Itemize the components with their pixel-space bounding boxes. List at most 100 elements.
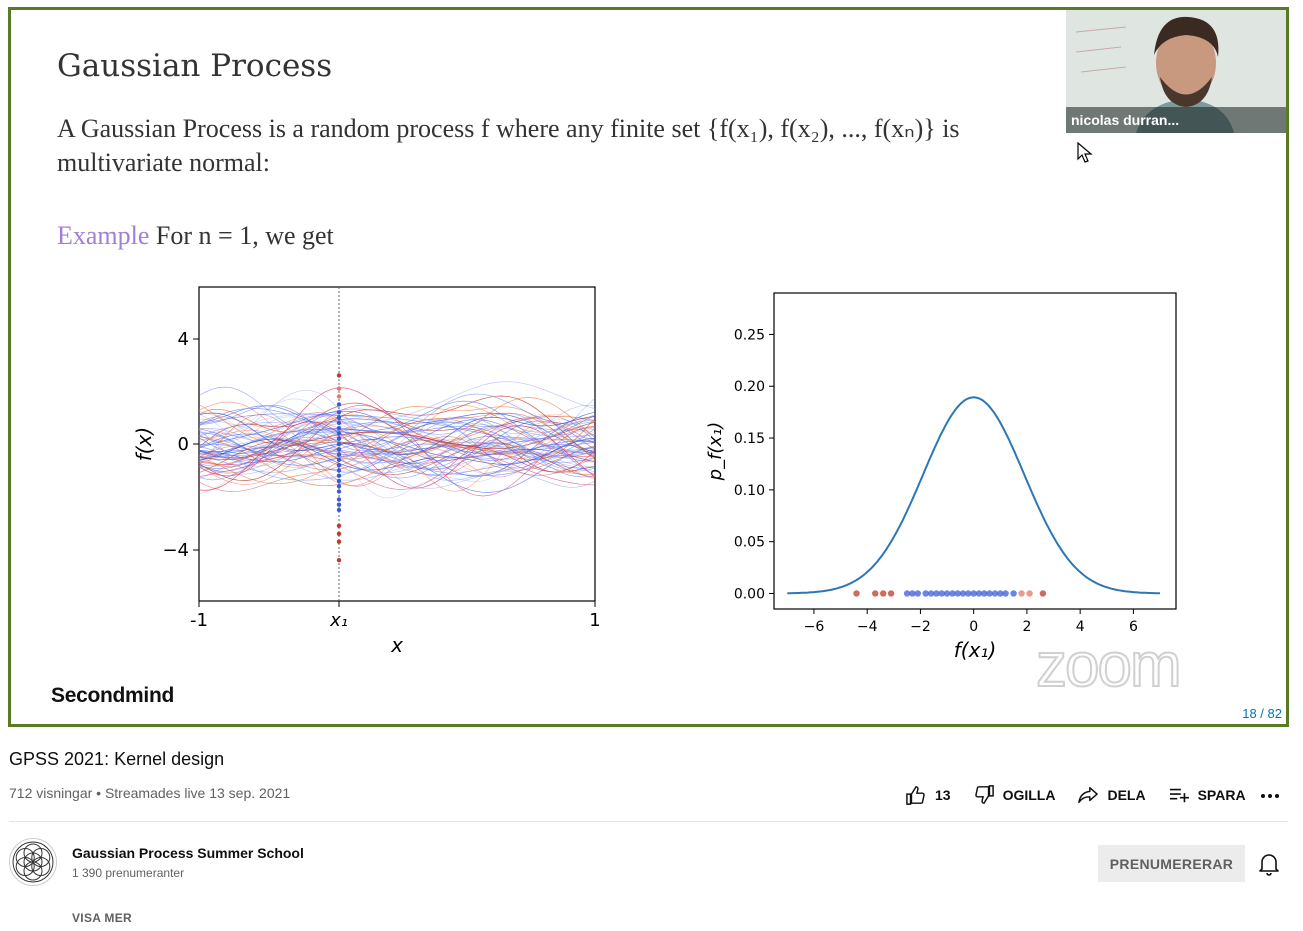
- webcam-overlay: nicolas durran...: [1066, 10, 1286, 133]
- gp-sample-path: [198, 437, 596, 471]
- show-more-link[interactable]: VISA MER: [72, 911, 132, 925]
- gp-sample-path: [198, 428, 596, 476]
- density-xtick-label: 0: [969, 619, 978, 635]
- gp-sample-path: [198, 397, 596, 454]
- gp-sample-path: [198, 442, 596, 474]
- video-actions: 13 OGILLA DELA SPARA: [905, 784, 1268, 806]
- gp-sample-path: [198, 428, 596, 493]
- density-sample-point: [1010, 590, 1017, 597]
- left-xlabel: x: [390, 633, 403, 657]
- x1-sample-point: [336, 489, 342, 494]
- slide-title: Gaussian Process: [57, 48, 333, 84]
- gp-sample-path: [198, 411, 596, 460]
- gp-sample-path: [198, 412, 596, 492]
- gp-sample-path: [198, 381, 596, 475]
- x1-sample-points: [336, 373, 342, 563]
- dislike-label: OGILLA: [1002, 787, 1056, 803]
- subscribe-button[interactable]: PRENUMERERAR: [1098, 845, 1245, 882]
- secondmind-logo: Secondmind: [51, 684, 175, 707]
- more-options-icon[interactable]: [1258, 784, 1282, 806]
- left-ytick-label-neg4: −4: [162, 540, 189, 561]
- density-sample-point: [1039, 590, 1047, 597]
- density-ylabel: p_f(x₁): [705, 422, 726, 482]
- gp-samples-plot: 4 0 −4 -1 x₁ 1 x f(x): [132, 286, 601, 657]
- zoom-watermark: zoom: [1035, 630, 1183, 701]
- density-sample-point: [922, 590, 929, 597]
- webcam-participant-name: nicolas durran...: [1066, 107, 1286, 133]
- x1-sample-point: [336, 402, 342, 407]
- density-sample-point: [903, 590, 911, 597]
- like-button[interactable]: 13: [905, 785, 951, 805]
- gp-sample-path: [198, 416, 596, 481]
- density-sample-point: [997, 590, 1004, 597]
- channel-name[interactable]: Gaussian Process Summer School: [72, 845, 304, 861]
- density-sample-point: [943, 590, 951, 597]
- x1-sample-point: [336, 452, 342, 457]
- density-sample-point: [933, 590, 940, 597]
- x1-sample-point: [336, 436, 342, 441]
- playlist-add-icon: [1169, 788, 1189, 803]
- left-ytick-label-4: 4: [178, 329, 189, 350]
- density-ytick-label: 0.20: [734, 379, 765, 395]
- gp-sample-path: [198, 416, 596, 487]
- share-icon: [1078, 787, 1099, 803]
- x1-sample-point: [336, 431, 342, 436]
- density-xtick-label: 2: [1022, 619, 1031, 635]
- x1-sample-point: [336, 468, 342, 473]
- example-keyword: Example: [57, 221, 150, 250]
- slide-example-line: Example For n = 1, we get: [57, 221, 334, 251]
- example-text: For n = 1, we get: [149, 221, 334, 250]
- channel-avatar[interactable]: [9, 838, 57, 886]
- gp-sample-path: [198, 419, 596, 453]
- gp-sample-path: [198, 412, 596, 481]
- density-xtick-label: −2: [910, 619, 931, 635]
- density-ytick-label: 0.00: [734, 586, 765, 602]
- x1-sample-point: [336, 462, 342, 468]
- density-xtick-label: 4: [1076, 619, 1085, 635]
- gp-sample-path: [198, 440, 596, 495]
- x1-sample-point: [336, 558, 342, 563]
- density-ytick-label: 0.10: [734, 483, 765, 499]
- x1-sample-point: [336, 410, 342, 415]
- density-sample-point: [981, 590, 988, 597]
- share-button[interactable]: DELA: [1077, 785, 1146, 805]
- gp-sample-path: [198, 406, 596, 465]
- gp-sample-path: [198, 414, 596, 487]
- x1-sample-point: [336, 484, 342, 489]
- gp-sample-paths: [198, 381, 596, 499]
- gp-sample-path: [198, 404, 596, 487]
- x1-sample-point: [336, 507, 342, 513]
- slide-text-line-1: A Gaussian Process is a random process f…: [57, 114, 960, 143]
- density-sample-point: [991, 590, 999, 597]
- save-button[interactable]: SPARA: [1168, 785, 1246, 805]
- density-sample-point: [872, 590, 879, 597]
- gp-sample-path: [198, 425, 596, 469]
- slide-text-line-2: multivariate normal:: [57, 148, 270, 177]
- density-sample-point: [986, 590, 993, 597]
- gp-sample-path: [198, 421, 596, 491]
- density-chart: 0.00 0.05 0.10 0.15 0.20 0.25 −6 −4 −2 0 2 4 6 f(x₁) p…: [705, 292, 1177, 660]
- gp-sample-path: [198, 402, 596, 473]
- x1-sample-point: [336, 386, 342, 391]
- gp-sample-path: [198, 415, 596, 475]
- gp-sample-path: [198, 387, 596, 477]
- density-sample-point: [887, 590, 895, 597]
- video-title: GPSS 2021: Kernel design: [9, 749, 225, 769]
- x1-sample-point: [336, 473, 342, 478]
- gp-sample-path: [198, 401, 596, 477]
- gp-sample-path: [198, 421, 596, 492]
- video-player[interactable]: Gaussian Process A Gaussian Process is a…: [8, 7, 1289, 727]
- density-sample-point: [927, 590, 935, 597]
- density-sample-point: [954, 590, 961, 597]
- dislike-button[interactable]: OGILLA: [973, 785, 1056, 805]
- density-ytick-label: 0.15: [734, 431, 765, 447]
- like-count: 13: [935, 787, 951, 803]
- gp-sample-path: [198, 395, 596, 481]
- section-divider: [9, 821, 1288, 822]
- gp-sample-path: [198, 417, 596, 490]
- notification-bell-icon[interactable]: [1258, 852, 1280, 876]
- x1-sample-point: [336, 426, 342, 431]
- density-sample-point: [938, 590, 945, 597]
- density-sample-point: [909, 590, 916, 597]
- density-xtick-label: 6: [1129, 619, 1138, 635]
